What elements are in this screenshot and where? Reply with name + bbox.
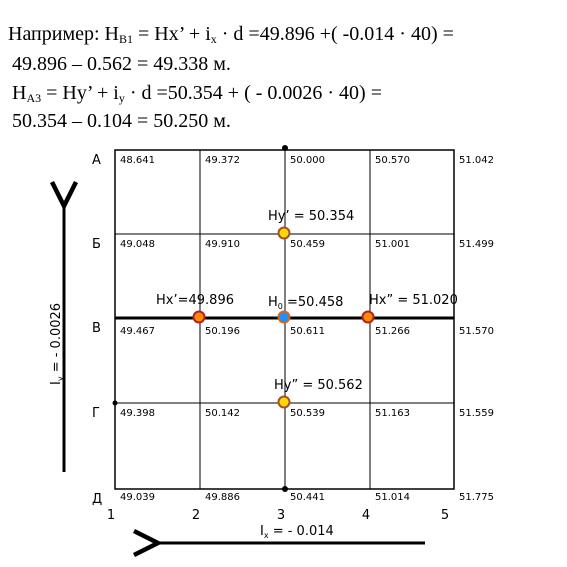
subscript: 0 [278,302,283,311]
column-label: 2 [192,508,200,523]
subscript-text: 49.896 – 0.562 = 49.338 м. [12,53,231,75]
text-segment: = - 0.0026 [49,303,64,376]
grid-value: 49.467 [120,326,155,337]
grid-value: 51.499 [459,239,494,250]
annotation: Hx” = 51.020 [369,293,458,308]
subscript: В1 [119,32,133,46]
subscript: y [119,91,125,105]
row-label: Г [92,406,100,421]
dot [112,400,118,406]
text-segment: =50.458 [283,295,344,310]
grid-value: 51.014 [375,492,410,503]
annotation: Hx’=49.896 [156,293,234,308]
column-label: 1 [107,508,115,523]
text-segment: 50.354 – 0.104 = 50.250 м. [12,110,231,132]
subscript: x [264,531,269,540]
subscript: x [211,32,217,46]
grid-value: 49.048 [120,239,155,250]
grid-value: 51.775 [459,492,494,503]
text-segment: I [49,381,64,385]
column-label: 4 [362,508,370,523]
grid-value: 50.196 [205,326,240,337]
grid-value: 50.570 [375,155,410,166]
grid-value: 48.641 [120,155,155,166]
subscript-text: H0 =50.458 [268,295,343,311]
subscript: А3 [26,91,41,105]
row-label: Д [92,492,102,507]
grid-value: 50.611 [290,326,325,337]
point-hx1 [192,310,206,324]
dot [282,145,288,151]
text-segment: Например: H [8,23,119,45]
grid-value: 49.886 [205,492,240,503]
grid-value: 49.910 [205,239,240,250]
grid-value: 50.441 [290,492,325,503]
text-segment: · d =49.896 +( -0.014 · 40) = [217,23,454,45]
dot [282,486,288,492]
point-hx2 [361,310,375,324]
subscript-text: 50.354 – 0.104 = 50.250 м. [12,110,231,132]
grid-value: 51.163 [375,408,410,419]
column-label: 3 [277,508,285,523]
grid-value: 51.570 [459,326,494,337]
grid-value: 50.459 [290,239,325,250]
grid-value: 49.398 [120,408,155,419]
point-hy2 [277,395,291,409]
row-label: Б [92,237,101,252]
grid-value: 49.039 [120,492,155,503]
grid-value: 50.142 [205,408,240,419]
column-label: 5 [441,508,449,523]
text-segment: = - 0.014 [269,524,334,539]
text-segment: I [260,524,264,539]
grid-value: 49.372 [205,155,240,166]
row-label: В [92,321,101,336]
subscript: y [56,376,65,381]
text-segment: = Hx’ + i [133,23,211,45]
point-h0 [277,310,291,324]
text-segment: = Hy’ + i [41,82,119,104]
row-label: А [92,153,101,168]
content: Например: HВ1 = Hx’ + ix · d =49.896 +( … [8,23,494,540]
subscript-text: Ix = - 0.014 [260,524,334,540]
text-segment: · d =50.354 + ( - 0.0026 · 40) = [125,82,382,104]
grid-value: 50.539 [290,408,325,419]
point-hy1 [277,226,291,240]
grid-value: 51.001 [375,239,410,250]
grid-value: 51.559 [459,408,494,419]
annotation: Hy’ = 50.354 [268,209,354,224]
text-segment: 49.896 – 0.562 = 49.338 м. [12,53,231,75]
grid-value: 51.266 [375,326,410,337]
text-segment: H [268,295,278,310]
grid-value: 51.042 [459,155,494,166]
grid-value: 50.000 [290,155,325,166]
subscript-text: HА3 = Hy’ + iy · d =50.354 + ( - 0.0026 … [12,82,382,105]
subscript-text: Например: HВ1 = Hx’ + ix · d =49.896 +( … [8,23,454,46]
subscript-text: Iy = - 0.0026 [49,303,65,385]
text-segment: H [12,82,26,104]
annotation: Hy” = 50.562 [274,378,363,393]
